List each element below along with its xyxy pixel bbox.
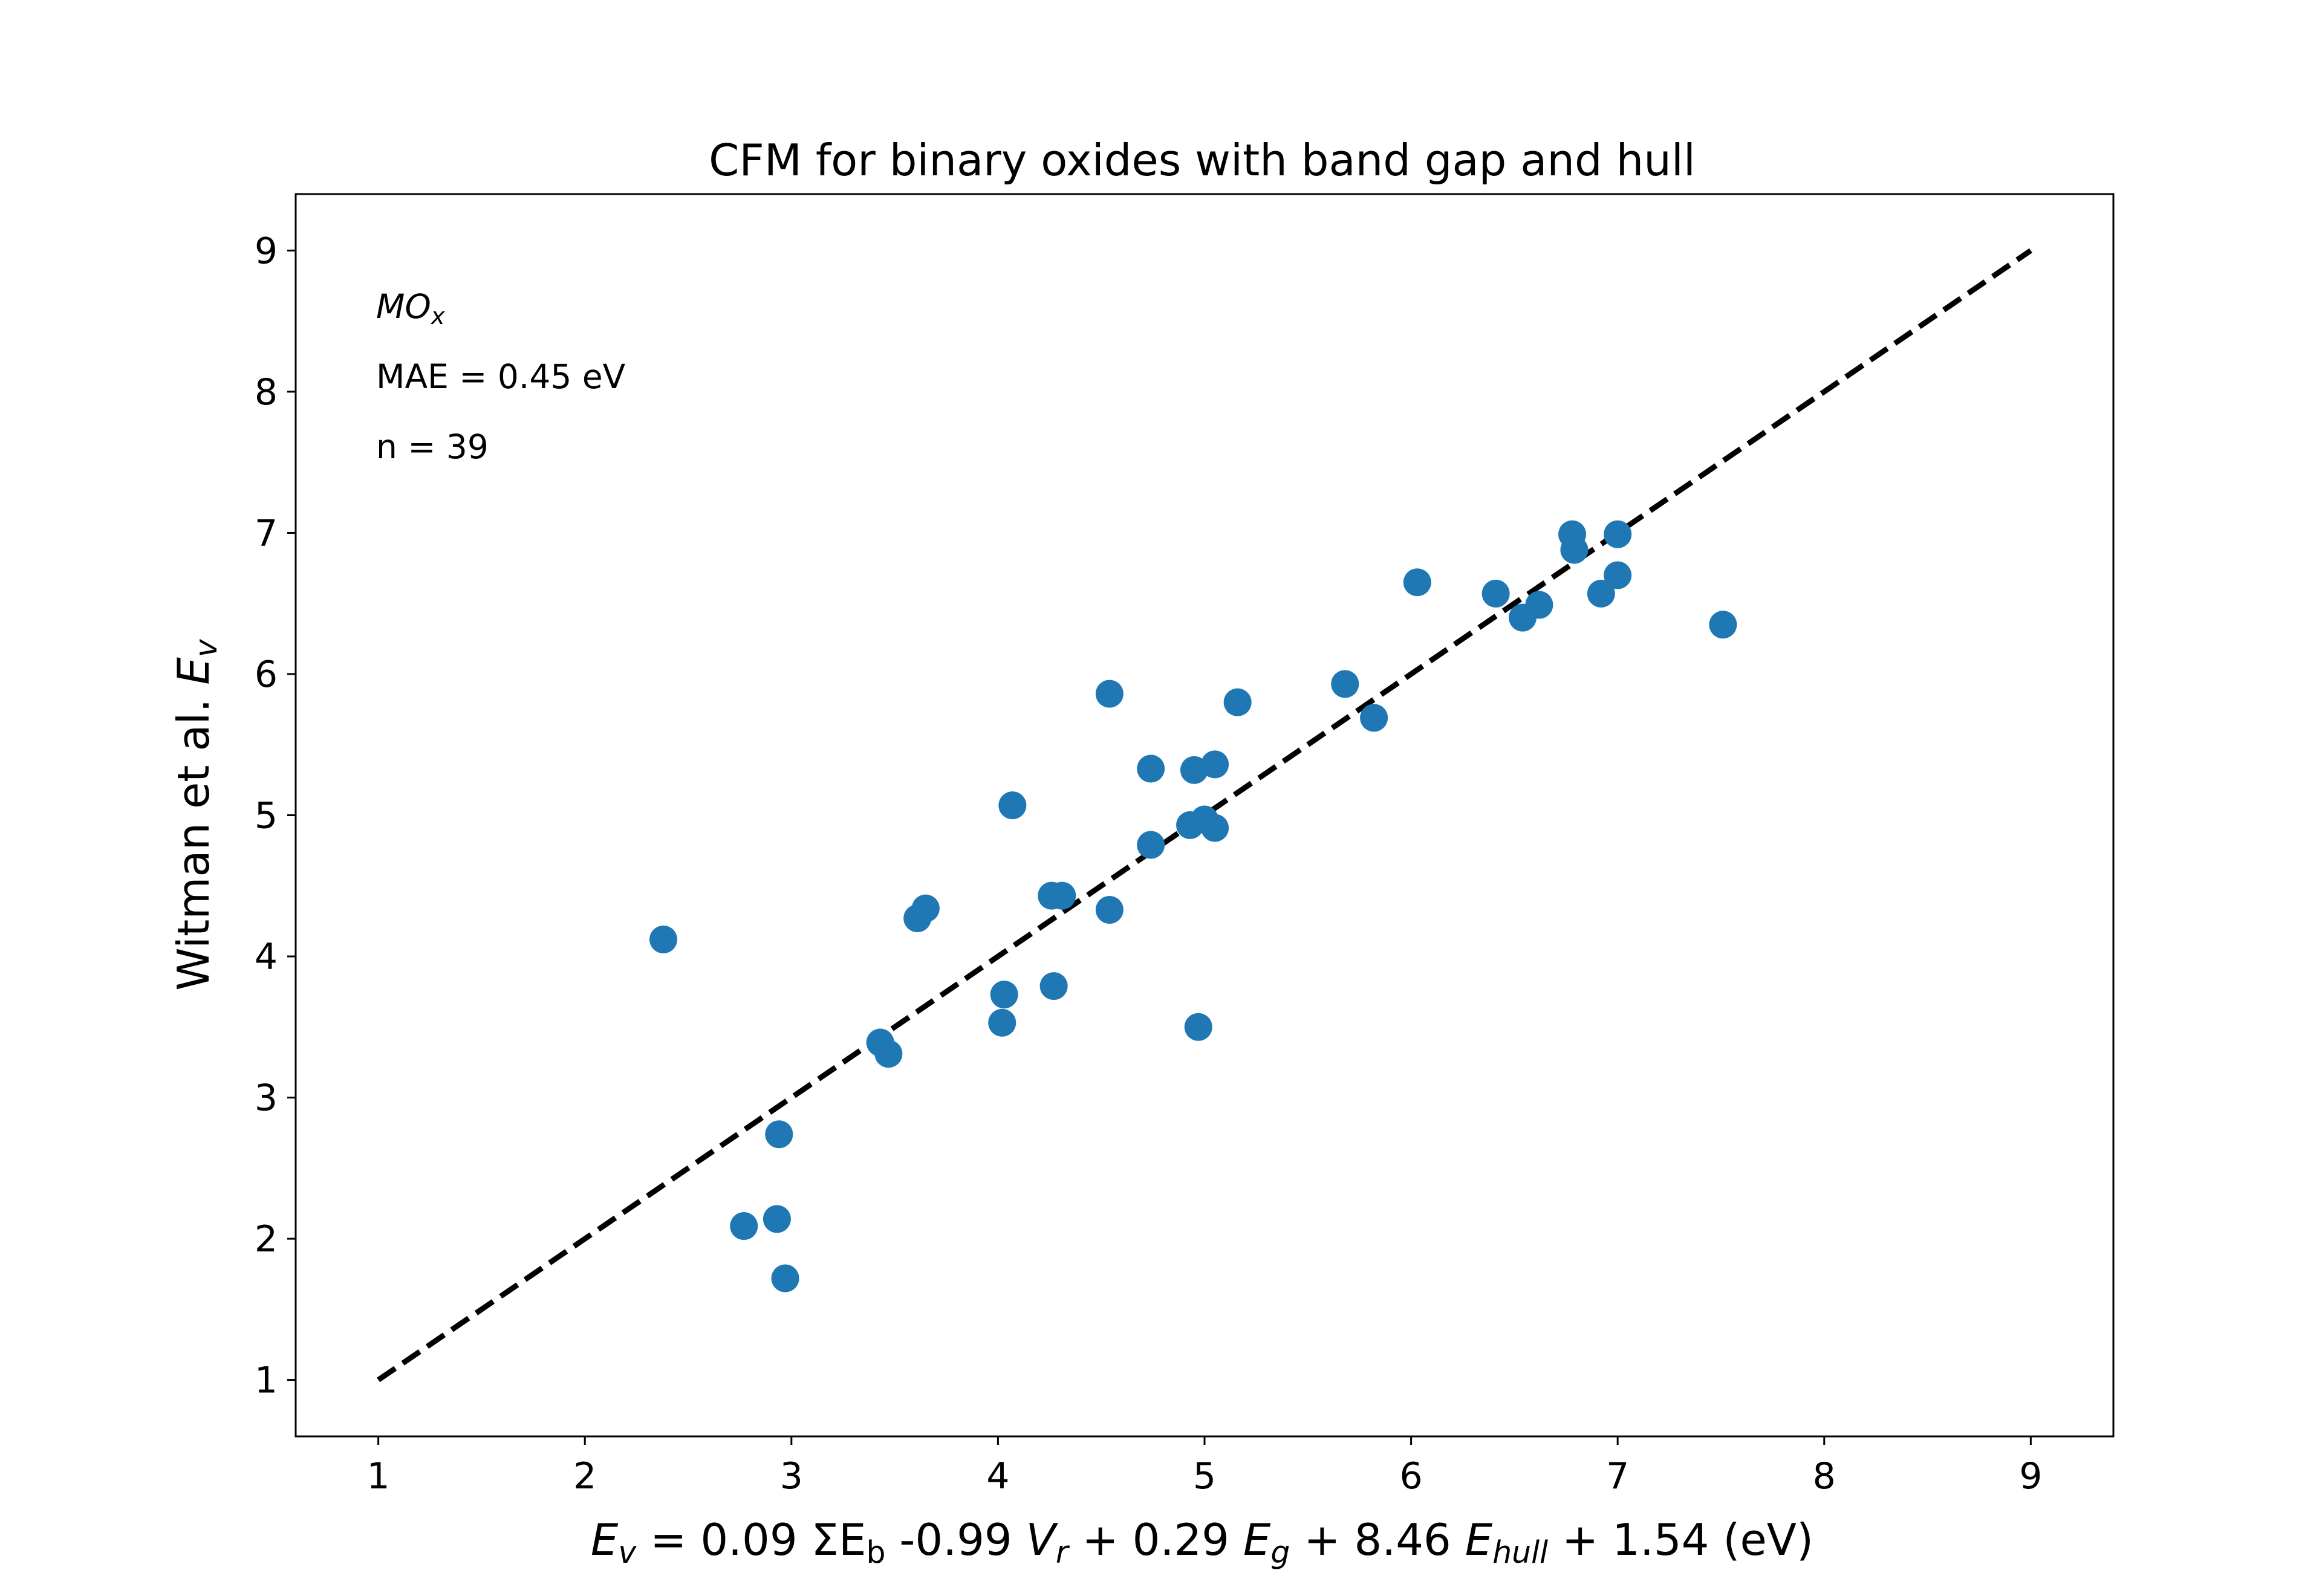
scatter-point bbox=[1201, 814, 1229, 842]
scatter-point bbox=[1604, 561, 1632, 589]
scatter-point bbox=[1137, 754, 1165, 783]
y-tick-label: 4 bbox=[255, 936, 278, 978]
y-tick-label: 3 bbox=[255, 1077, 278, 1120]
label-part: = 0.09 ΣE bbox=[636, 1514, 866, 1565]
scatter-point bbox=[1039, 972, 1068, 1001]
scatter-point bbox=[771, 1264, 799, 1293]
scatter-point bbox=[1360, 704, 1388, 732]
label-part: Witman et al. bbox=[168, 685, 219, 991]
label-part: x bbox=[431, 303, 446, 330]
y-tick-label: 5 bbox=[255, 795, 278, 837]
label-part: r bbox=[1056, 1534, 1070, 1570]
x-axis-ticks: 1 2 3 4 5 6 7 8 9 bbox=[367, 1436, 2042, 1497]
annotations: MOx MAE = 0.45 eV n = 39 bbox=[376, 287, 626, 466]
x-tick-label: 4 bbox=[986, 1455, 1009, 1497]
annotation-mae: MAE = 0.45 eV bbox=[376, 357, 626, 396]
scatter-point bbox=[1709, 611, 1737, 639]
scatter-point bbox=[649, 926, 678, 953]
scatter-point bbox=[988, 1008, 1016, 1037]
scatter-point bbox=[1403, 568, 1431, 597]
scatter-point bbox=[1137, 831, 1165, 859]
label-part: b bbox=[867, 1534, 886, 1570]
label-part: + 1.54 (eV) bbox=[1548, 1514, 1813, 1565]
scatter-point bbox=[1048, 881, 1076, 910]
reference-line-group bbox=[377, 248, 2032, 1383]
label-part: g bbox=[1270, 1534, 1290, 1570]
label-part: MO bbox=[376, 287, 431, 326]
y-tick-label: 6 bbox=[255, 654, 278, 696]
y-tick-label: 1 bbox=[255, 1360, 278, 1402]
label-part: + 0.29 bbox=[1068, 1514, 1243, 1565]
scatter-point bbox=[1604, 520, 1632, 548]
chart-title: CFM for binary oxides with band gap and … bbox=[709, 135, 1696, 186]
label-part: v bbox=[618, 1534, 637, 1570]
scatter-point bbox=[998, 791, 1027, 820]
reference-line bbox=[377, 248, 2032, 1383]
annotation-formula: MOx bbox=[376, 287, 446, 330]
plot-frame bbox=[294, 193, 2115, 1438]
scatter-point bbox=[765, 1120, 793, 1149]
scatter-point bbox=[1095, 680, 1124, 708]
label-part: E bbox=[1243, 1514, 1271, 1565]
scatter-point bbox=[763, 1205, 791, 1233]
x-tick-label: 8 bbox=[1813, 1455, 1836, 1497]
x-tick-label: 6 bbox=[1399, 1455, 1422, 1497]
scatter-point bbox=[1201, 750, 1229, 779]
x-axis-label: Ev = 0.09 ΣEb -0.99 Vr + 0.29 Eg + 8.46 … bbox=[591, 1514, 1813, 1570]
x-tick-label: 9 bbox=[2019, 1455, 2042, 1497]
label-part: v bbox=[188, 638, 224, 657]
data-points bbox=[649, 520, 1737, 1293]
label-part: -0.99 bbox=[886, 1514, 1026, 1565]
label-part: hull bbox=[1492, 1534, 1548, 1570]
x-tick-label: 5 bbox=[1193, 1455, 1216, 1497]
x-tick-label: 2 bbox=[573, 1455, 596, 1497]
scatter-point bbox=[874, 1040, 903, 1068]
y-tick-label: 8 bbox=[255, 371, 278, 414]
scatter-point bbox=[1223, 688, 1252, 716]
label-part: E bbox=[591, 1514, 619, 1565]
x-tick-label: 7 bbox=[1606, 1455, 1629, 1497]
scatter-point bbox=[1587, 579, 1615, 608]
x-tick-label: 3 bbox=[780, 1455, 803, 1497]
label-part: + 8.46 bbox=[1290, 1514, 1465, 1565]
scatter-point bbox=[1525, 591, 1553, 619]
annotation-n: n = 39 bbox=[376, 427, 489, 466]
y-tick-label: 7 bbox=[255, 512, 278, 554]
label-part: E bbox=[168, 657, 219, 685]
y-axis-label: Witman et al. Ev bbox=[168, 638, 224, 990]
scatter-point bbox=[1331, 670, 1359, 698]
scatter-point bbox=[1481, 579, 1510, 608]
y-axis-ticks: 1 2 3 4 5 6 7 8 9 bbox=[255, 230, 296, 1402]
scatter-point bbox=[1560, 536, 1589, 564]
scatter-point bbox=[1095, 895, 1124, 924]
x-tick-label: 1 bbox=[367, 1455, 390, 1497]
scatter-point bbox=[990, 981, 1018, 1009]
scatter-point bbox=[911, 894, 940, 923]
scatter-point bbox=[730, 1212, 758, 1241]
label-part: E bbox=[1465, 1514, 1493, 1565]
y-tick-label: 9 bbox=[255, 230, 278, 272]
label-part: V bbox=[1026, 1514, 1059, 1565]
y-tick-label: 2 bbox=[255, 1218, 278, 1260]
scatter-point bbox=[1184, 1013, 1212, 1041]
